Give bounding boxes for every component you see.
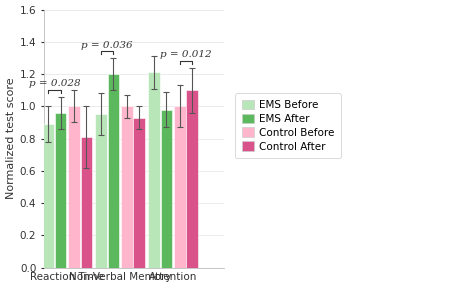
Y-axis label: Normalized test score: Normalized test score: [6, 78, 16, 199]
Bar: [108, 74, 119, 268]
Bar: [42, 124, 54, 268]
Bar: [174, 106, 186, 268]
Bar: [134, 118, 145, 268]
Bar: [121, 106, 133, 268]
Legend: EMS Before, EMS After, Control Before, Control After: EMS Before, EMS After, Control Before, C…: [236, 94, 341, 158]
Bar: [68, 106, 80, 268]
Bar: [81, 137, 92, 268]
Text: p = 0.012: p = 0.012: [160, 50, 212, 59]
Bar: [161, 109, 172, 268]
Bar: [55, 113, 66, 268]
Bar: [95, 114, 107, 268]
Text: p = 0.036: p = 0.036: [82, 41, 133, 50]
Bar: [186, 90, 198, 268]
Text: p = 0.028: p = 0.028: [28, 79, 80, 88]
Bar: [148, 73, 160, 268]
